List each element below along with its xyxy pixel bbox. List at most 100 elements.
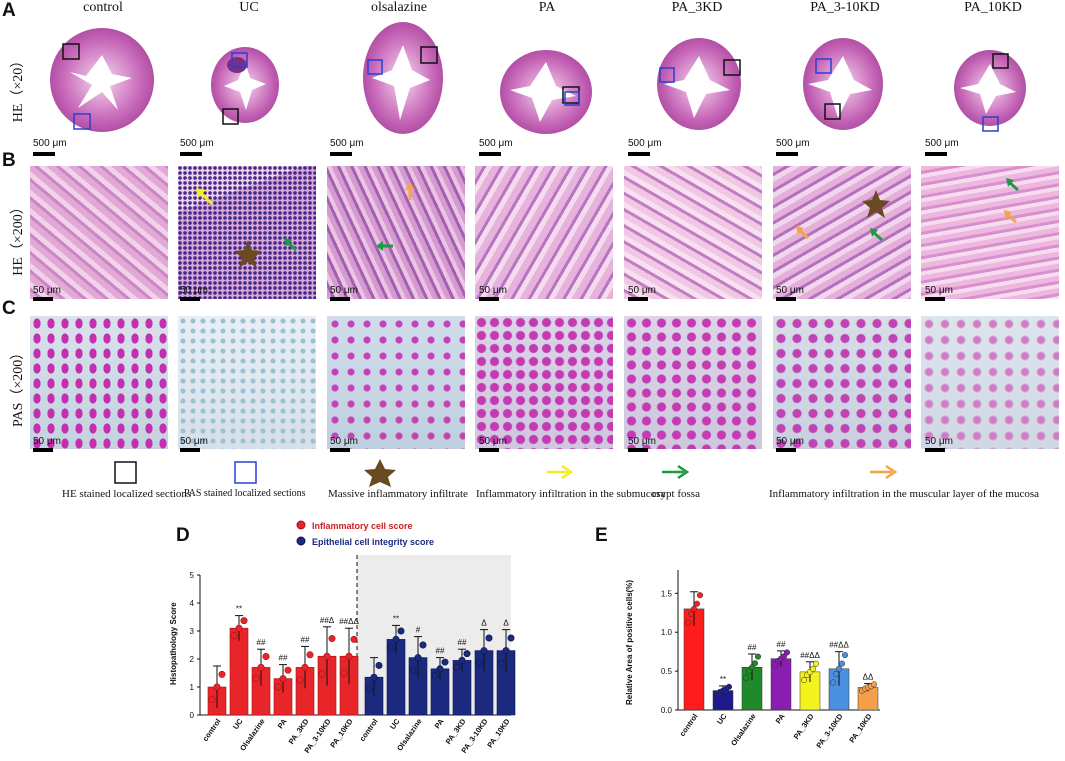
pas200-pa-10kd-image bbox=[921, 316, 1059, 449]
chart-e: Relative Area of positive cells(%) 0.0 0.… bbox=[625, 570, 880, 750]
chart-d-significance-label: ** bbox=[393, 614, 399, 623]
panel-letter-c: C bbox=[2, 298, 16, 319]
scale-bar-c-olsalazine bbox=[330, 448, 350, 452]
chart-e-significance-label: ##ΔΔ bbox=[829, 641, 849, 650]
scale-label-c-uc: 50 μm bbox=[180, 436, 208, 447]
chart-d-significance-label: ## bbox=[257, 638, 266, 647]
chart-d-point bbox=[218, 670, 226, 678]
chart-e-point bbox=[832, 670, 840, 677]
column-header-pa-10kd: PA_10KD bbox=[964, 0, 1022, 15]
chart-e-point bbox=[742, 674, 750, 681]
column-header-uc: UC bbox=[239, 0, 259, 15]
chart-d-x-tick-label: PA_10KD bbox=[328, 717, 355, 750]
scale-label-a-olsalazine: 500 μm bbox=[330, 138, 364, 149]
chart-d-x-tick-label: PA_10KD bbox=[485, 717, 512, 750]
he200-control-image bbox=[30, 166, 168, 299]
chart-d-legend-blue-label: Epithelial cell integrity score bbox=[312, 537, 434, 547]
chart-d-point bbox=[235, 624, 243, 632]
column-header-pa: PA bbox=[538, 0, 556, 15]
chart-e-significance-label: ##ΔΔ bbox=[800, 651, 820, 660]
pas200-uc-image bbox=[178, 316, 316, 449]
scale-label-b-uc: 50 μm bbox=[180, 285, 208, 296]
scale-bar-c-pa-3-10kd bbox=[776, 448, 796, 452]
scale-bar-b-uc bbox=[180, 297, 200, 301]
scale-bar-b-pa-10kd bbox=[925, 297, 945, 301]
chart-d-point bbox=[436, 665, 444, 673]
chart-e-x-tick-label: UC bbox=[715, 712, 729, 727]
chart-e-x-tick-label: PA_3KD bbox=[792, 712, 816, 741]
he200-pa-10kd-image bbox=[921, 166, 1059, 299]
chart-d-legend-blue-dot bbox=[296, 536, 306, 546]
pa-10kd-orange-arrow-icon bbox=[1004, 210, 1017, 224]
chart-d-point bbox=[279, 675, 287, 683]
chart-d-point bbox=[463, 650, 471, 658]
he200-pa-3kd-image bbox=[624, 166, 762, 299]
legend-he-label: HE stained localized sections bbox=[62, 488, 192, 500]
chart-e-point bbox=[841, 652, 849, 659]
he20-pa-section bbox=[500, 50, 592, 134]
chart-e-point bbox=[725, 683, 733, 690]
chart-d-point bbox=[230, 632, 238, 640]
chart-e-y-tick-label: 0.5 bbox=[661, 667, 673, 676]
scale-label-c-pa-3-10kd: 50 μm bbox=[776, 436, 804, 447]
chart-d-point bbox=[257, 663, 265, 671]
panel-letter-d: D bbox=[176, 525, 190, 546]
scale-bar-c-pa-10kd bbox=[925, 448, 945, 452]
legend-orange-label: Inflammatory infiltration in the muscula… bbox=[769, 488, 1040, 500]
chart-d-legend-red-label: Inflammatory cell score bbox=[312, 521, 413, 531]
olsalazine-orange-arrow-icon bbox=[405, 182, 415, 200]
chart-d-x-tick-label: PA bbox=[433, 717, 446, 731]
chart-e-significance-label: ** bbox=[720, 675, 726, 684]
scale-bar-b-pa bbox=[479, 297, 499, 301]
scale-bar-c-pa bbox=[479, 448, 499, 452]
chart-e-x-tick-label: PA bbox=[774, 712, 787, 726]
chart-e-significance-label: ΔΔ bbox=[863, 673, 874, 682]
chart-d-point bbox=[306, 651, 314, 659]
chart-e-y-tick-label: 0.0 bbox=[661, 706, 673, 715]
scale-label-a-pa: 500 μm bbox=[479, 138, 513, 149]
chart-d-y-tick-label: 3 bbox=[190, 627, 195, 636]
chart-d-y-tick-label: 2 bbox=[190, 655, 195, 664]
chart-d-point bbox=[480, 647, 488, 655]
chart-d-point bbox=[252, 674, 260, 682]
chart-d-point bbox=[397, 627, 405, 635]
scale-label-a-pa-10kd: 500 μm bbox=[925, 138, 959, 149]
scale-label-c-pa-3kd: 50 μm bbox=[628, 436, 656, 447]
chart-e-point bbox=[693, 600, 701, 607]
chart-e-point bbox=[809, 665, 817, 672]
scale-bar-a-olsalazine bbox=[330, 152, 352, 156]
chart-d-x-tick-label: UC bbox=[388, 717, 402, 732]
column-header-pa-3-10kd: PA_3-10KD bbox=[810, 0, 880, 15]
pa-3-10kd-green-arrow-icon bbox=[870, 228, 883, 242]
chart-d-y-tick-label: 4 bbox=[190, 599, 195, 608]
legend-green-label: crypt fossa bbox=[652, 488, 700, 500]
chart-e-y-tick-label: 1.0 bbox=[661, 628, 673, 637]
yellow-arrow-icon bbox=[547, 464, 574, 480]
he200-olsalazine-image bbox=[327, 166, 465, 299]
he20-pa-10kd-section bbox=[954, 50, 1026, 132]
legend-symbols bbox=[114, 459, 898, 487]
chart-e-x-tick-label: PA_3-10KD bbox=[814, 712, 845, 750]
scale-label-c-olsalazine: 50 μm bbox=[330, 436, 358, 447]
chart-e-y-axis-label: Relative Area of positive cells(%) bbox=[625, 580, 634, 705]
column-header-olsalazine: olsalazine bbox=[371, 0, 427, 15]
chart-e-x-tick-label: PA_10KD bbox=[847, 712, 874, 745]
chart-d-point bbox=[274, 683, 282, 691]
chart-d-y-tick-label: 5 bbox=[190, 571, 195, 580]
chart-d-point bbox=[365, 685, 373, 693]
chart-d-significance-label: ## bbox=[301, 635, 310, 644]
legend-pas-label: PAS stained localized sections bbox=[184, 488, 306, 499]
chart-d-point bbox=[475, 659, 483, 667]
panel-letter-a: A bbox=[2, 0, 16, 21]
chart-d-point bbox=[458, 656, 466, 664]
scale-label-c-pa: 50 μm bbox=[479, 436, 507, 447]
pas-box-icon bbox=[234, 461, 257, 484]
he200-pa-image bbox=[475, 166, 613, 299]
chart-d-point bbox=[485, 634, 493, 642]
uc-green-arrow-icon bbox=[284, 238, 297, 252]
chart-d-point bbox=[284, 666, 292, 674]
chart-d-y-axis-label: Histopathology Score bbox=[169, 602, 178, 685]
column-header-control: control bbox=[83, 0, 123, 15]
pa-3-10kd-star-icon bbox=[862, 190, 890, 218]
chart-d-significance-label: ##Δ bbox=[320, 616, 335, 625]
